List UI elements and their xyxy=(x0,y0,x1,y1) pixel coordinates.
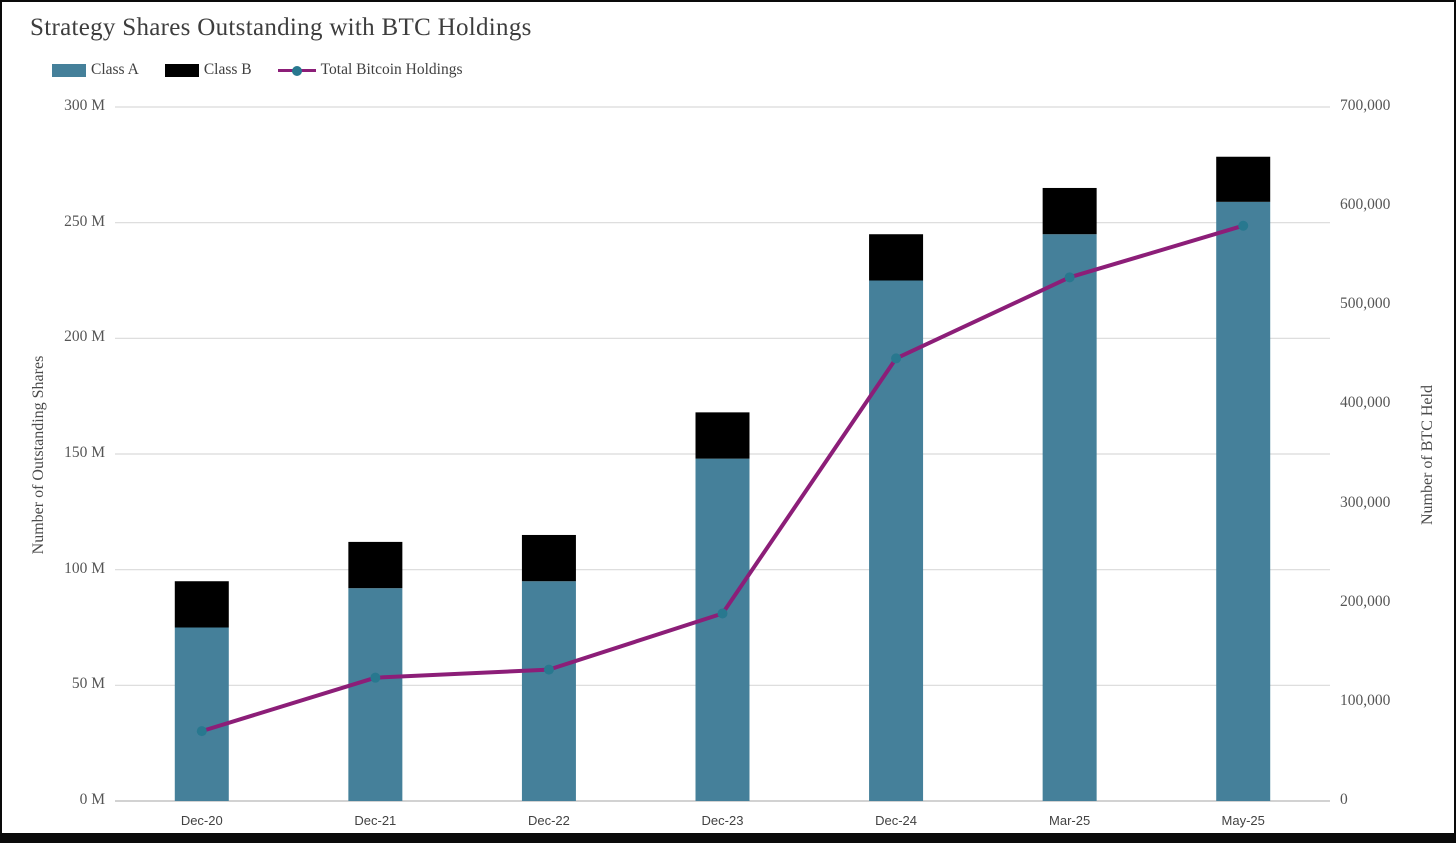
x-axis-tick-label: Dec-22 xyxy=(527,813,570,828)
x-axis-tick-label: Dec-20 xyxy=(180,813,223,828)
bar-class-a-segment xyxy=(174,627,229,801)
line-marker-icon xyxy=(277,64,316,77)
btc-holdings-point xyxy=(196,726,207,737)
x-axis-tick-label: Dec-24 xyxy=(875,813,918,828)
bar-class-a-segment xyxy=(869,280,924,801)
btc-holdings-point xyxy=(370,672,381,683)
x-axis-tick-label: Dec-23 xyxy=(701,813,744,828)
legend: Class A Class B Total Bitcoin Holdings xyxy=(52,61,488,79)
legend-item-class-b: Class B xyxy=(164,61,252,79)
right-axis-tick-label: 700,000 xyxy=(1340,97,1391,114)
btc-holdings-point xyxy=(717,608,728,619)
left-axis-tick-label: 200 M xyxy=(64,328,105,346)
right-axis-tick-label: 100,000 xyxy=(1340,691,1391,709)
legend-item-btc-line: Total Bitcoin Holdings xyxy=(277,61,463,79)
bar-class-b-segment xyxy=(348,541,403,589)
bar-class-b-segment xyxy=(174,581,229,628)
bar-class-b-segment xyxy=(869,234,924,281)
bar-class-b-segment xyxy=(521,534,576,582)
left-axis-tick-label: 0 M xyxy=(79,791,105,808)
legend-label-class-a: Class A xyxy=(91,61,139,78)
bar-class-b-segment xyxy=(1216,156,1271,202)
legend-item-class-a: Class A xyxy=(52,61,139,79)
bar-class-a-segment xyxy=(348,588,403,801)
left-axis-tick-label: 300 M xyxy=(64,97,105,114)
btc-holdings-point xyxy=(1238,220,1249,231)
class-a-swatch-icon xyxy=(52,63,86,77)
left-axis-tick-label: 50 M xyxy=(71,675,105,693)
bar-class-a-segment xyxy=(521,581,576,801)
x-axis-tick-label: May-25 xyxy=(1221,813,1265,828)
chart-title: Strategy Shares Outstanding with BTC Hol… xyxy=(30,14,532,41)
btc-holdings-point xyxy=(543,664,554,675)
legend-label-btc: Total Bitcoin Holdings xyxy=(320,61,463,78)
left-axis-tick-label: 150 M xyxy=(64,444,105,461)
btc-holdings-point xyxy=(891,353,902,364)
left-axis-tick-label: 250 M xyxy=(64,212,105,230)
x-axis-tick-label: Mar-25 xyxy=(1049,813,1091,828)
bar-class-a-segment xyxy=(695,458,750,801)
btc-holdings-point xyxy=(1064,272,1075,283)
right-axis-tick-label: 400,000 xyxy=(1340,394,1391,412)
bar-class-a-segment xyxy=(1042,234,1097,801)
x-axis-tick-label: Dec-21 xyxy=(354,813,397,828)
right-axis-tick-label: 200,000 xyxy=(1340,592,1391,610)
right-axis-tick-label: 300,000 xyxy=(1340,493,1391,511)
bar-class-b-segment xyxy=(1042,187,1097,235)
left-axis-tick-label: 100 M xyxy=(64,559,105,577)
bar-class-b-segment xyxy=(695,412,750,459)
class-b-swatch-icon xyxy=(164,63,199,77)
bar-class-a-segment xyxy=(1216,201,1271,801)
legend-label-class-b: Class B xyxy=(203,61,252,78)
right-axis-tick-label: 0 xyxy=(1340,791,1348,808)
right-axis-tick-label: 500,000 xyxy=(1340,295,1391,313)
right-axis-tick-label: 600,000 xyxy=(1340,196,1391,214)
